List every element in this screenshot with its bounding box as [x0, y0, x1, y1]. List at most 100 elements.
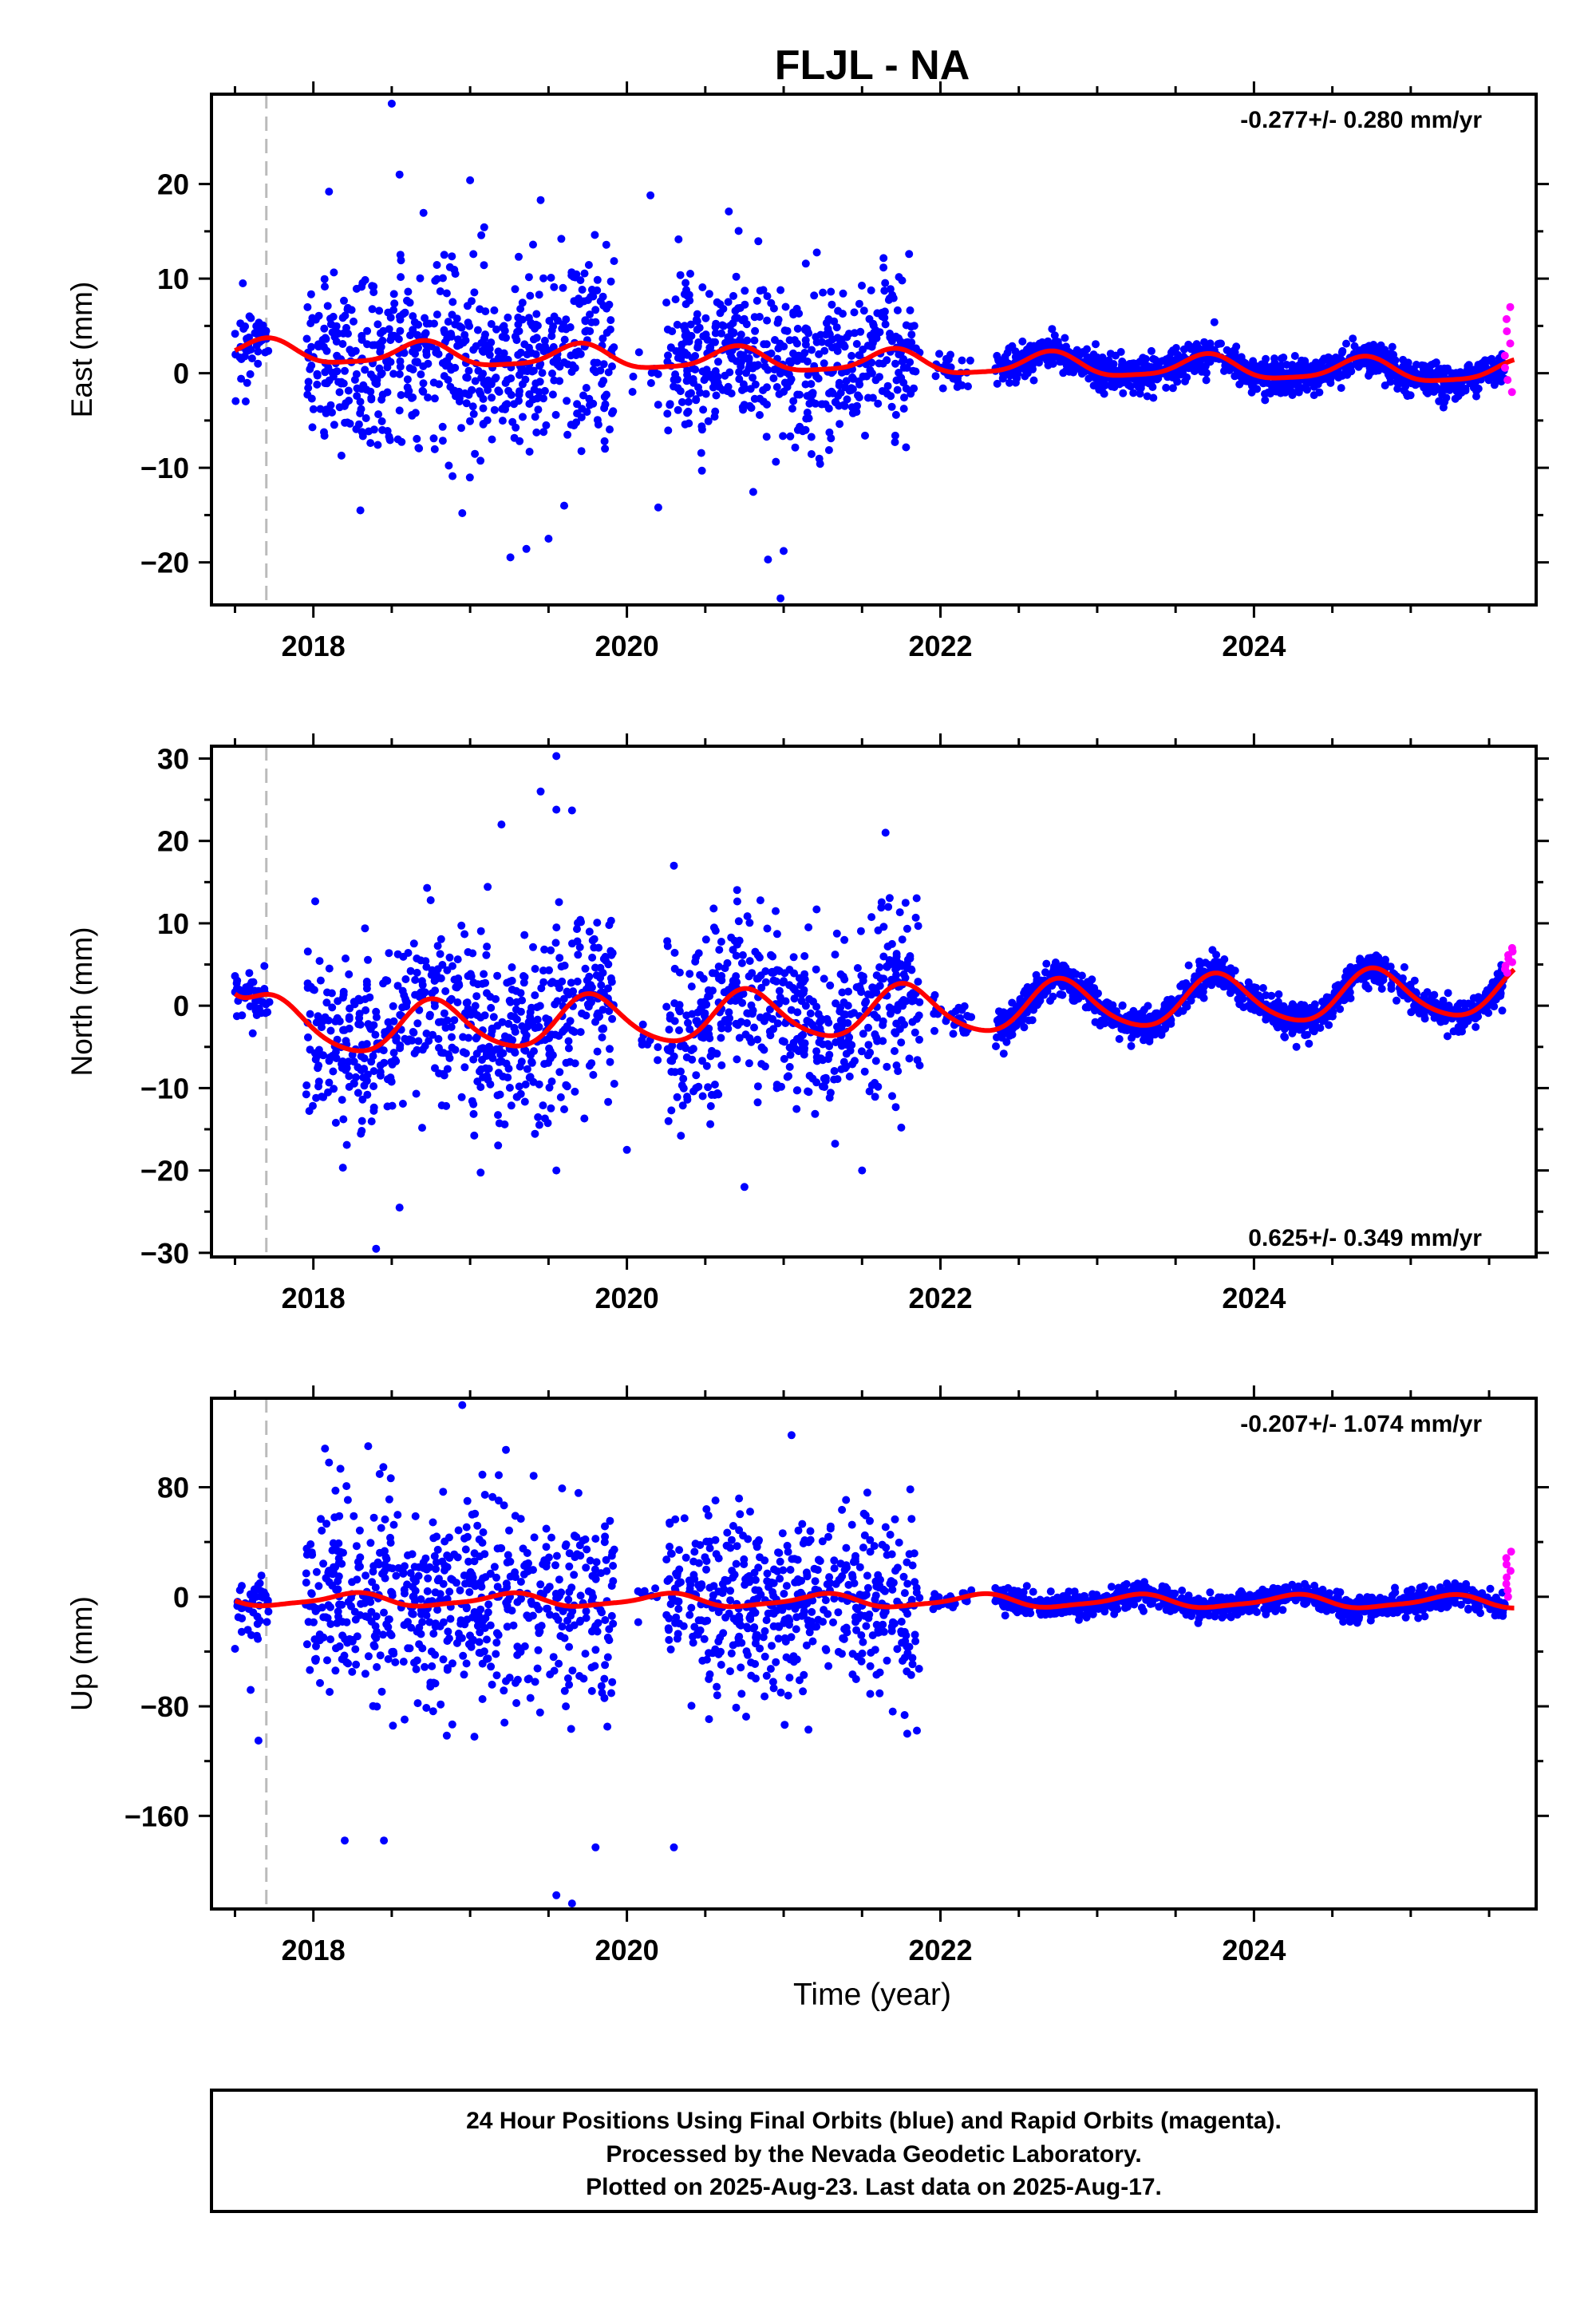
- data-point-final: [1168, 384, 1177, 393]
- data-point-final: [670, 964, 679, 973]
- data-point-final: [718, 321, 727, 330]
- data-point-final: [749, 488, 757, 496]
- data-point-final: [231, 330, 239, 338]
- data-point-final: [604, 1097, 613, 1106]
- data-point-final: [303, 302, 312, 311]
- data-point-final: [231, 397, 240, 405]
- data-point-rapid: [1503, 376, 1512, 385]
- data-point-final: [516, 1007, 525, 1016]
- data-point-final: [879, 359, 887, 368]
- data-point-final: [704, 1083, 713, 1092]
- velocity-annotation: -0.277+/- 0.280 mm/yr: [1240, 107, 1482, 133]
- data-point-final: [555, 898, 563, 907]
- data-point-final: [527, 1057, 536, 1066]
- data-point-final: [450, 975, 459, 984]
- data-point-final: [529, 943, 537, 951]
- data-point-final: [1263, 378, 1272, 387]
- data-point-final: [371, 1030, 380, 1039]
- data-point-final: [247, 354, 256, 363]
- data-point-final: [998, 358, 1007, 367]
- data-point-final: [1100, 1018, 1108, 1026]
- data-point-final: [350, 1079, 358, 1087]
- data-point-final: [743, 1019, 752, 1027]
- data-point-final: [306, 1010, 314, 1018]
- data-point-final: [585, 927, 594, 936]
- data-point-final: [839, 289, 847, 298]
- data-point-final: [313, 371, 322, 380]
- data-point-final: [416, 274, 425, 283]
- data-point-final: [1349, 334, 1357, 343]
- data-point-final: [237, 374, 246, 383]
- data-point-final: [440, 372, 448, 381]
- data-point-final: [1464, 368, 1472, 377]
- data-point-final: [779, 432, 788, 441]
- data-point-final: [994, 1015, 1003, 1024]
- data-point-final: [767, 298, 776, 307]
- data-point-final: [1220, 955, 1229, 963]
- data-point-final: [472, 992, 481, 1001]
- data-point-final: [834, 392, 843, 401]
- data-point-final: [326, 320, 335, 329]
- data-point-final: [1035, 994, 1044, 1002]
- data-point-final: [891, 1047, 899, 1055]
- data-point-final: [560, 961, 569, 970]
- data-point-final: [462, 399, 471, 408]
- data-point-final: [421, 988, 429, 997]
- data-point-final: [740, 1183, 749, 1192]
- data-point-final: [423, 883, 432, 892]
- data-point-final: [738, 998, 747, 1007]
- data-point-final: [654, 503, 662, 512]
- data-point-final: [515, 326, 523, 335]
- data-point-final: [772, 383, 781, 391]
- data-point-final: [893, 1006, 902, 1014]
- data-point-final: [780, 1037, 788, 1046]
- data-point-final: [1301, 1031, 1310, 1040]
- data-point-final: [1361, 982, 1370, 990]
- data-point-final: [580, 269, 589, 278]
- data-point-final: [1430, 990, 1439, 999]
- data-point-final: [876, 974, 885, 982]
- data-point-final: [897, 1038, 906, 1047]
- data-point-final: [696, 389, 705, 397]
- data-point-final: [792, 1105, 801, 1113]
- data-point-final: [311, 1055, 320, 1064]
- data-point-final: [1281, 1033, 1290, 1041]
- data-point-final: [504, 1034, 513, 1042]
- data-point-final: [714, 962, 723, 971]
- data-point-final: [1139, 354, 1148, 362]
- data-point-final: [1089, 986, 1098, 994]
- data-point-final: [1048, 325, 1057, 334]
- data-point-final: [724, 298, 733, 306]
- data-point-final: [239, 325, 248, 333]
- data-point-final: [1247, 388, 1256, 397]
- data-point-final: [535, 1022, 543, 1031]
- data-point-final: [727, 327, 736, 336]
- data-point-final: [796, 390, 804, 399]
- data-point-final: [764, 366, 772, 374]
- data-point-final: [585, 394, 594, 403]
- data-point-final: [1150, 374, 1159, 383]
- y-tick-label: 10: [157, 907, 189, 940]
- data-point-final: [434, 1034, 443, 1043]
- data-point-final: [646, 191, 655, 200]
- data-point-final: [802, 414, 811, 423]
- data-point-final: [1008, 998, 1017, 1007]
- data-point-final: [304, 1033, 312, 1041]
- data-point-final: [706, 1102, 715, 1110]
- data-point-final: [711, 329, 720, 338]
- data-point-final: [875, 963, 884, 971]
- data-point-final: [1292, 1042, 1301, 1051]
- data-point-final: [861, 431, 869, 440]
- data-point-final: [578, 286, 587, 294]
- data-point-final: [850, 329, 859, 338]
- data-point-final: [1118, 1001, 1127, 1010]
- data-point-final: [516, 989, 525, 998]
- data-point-final: [437, 935, 445, 943]
- data-point-final: [539, 1101, 547, 1110]
- data-point-final: [1157, 1028, 1166, 1037]
- data-point-final: [1377, 341, 1385, 350]
- data-point-final: [403, 1037, 412, 1045]
- data-point-final: [891, 965, 900, 974]
- data-point-final: [891, 359, 899, 368]
